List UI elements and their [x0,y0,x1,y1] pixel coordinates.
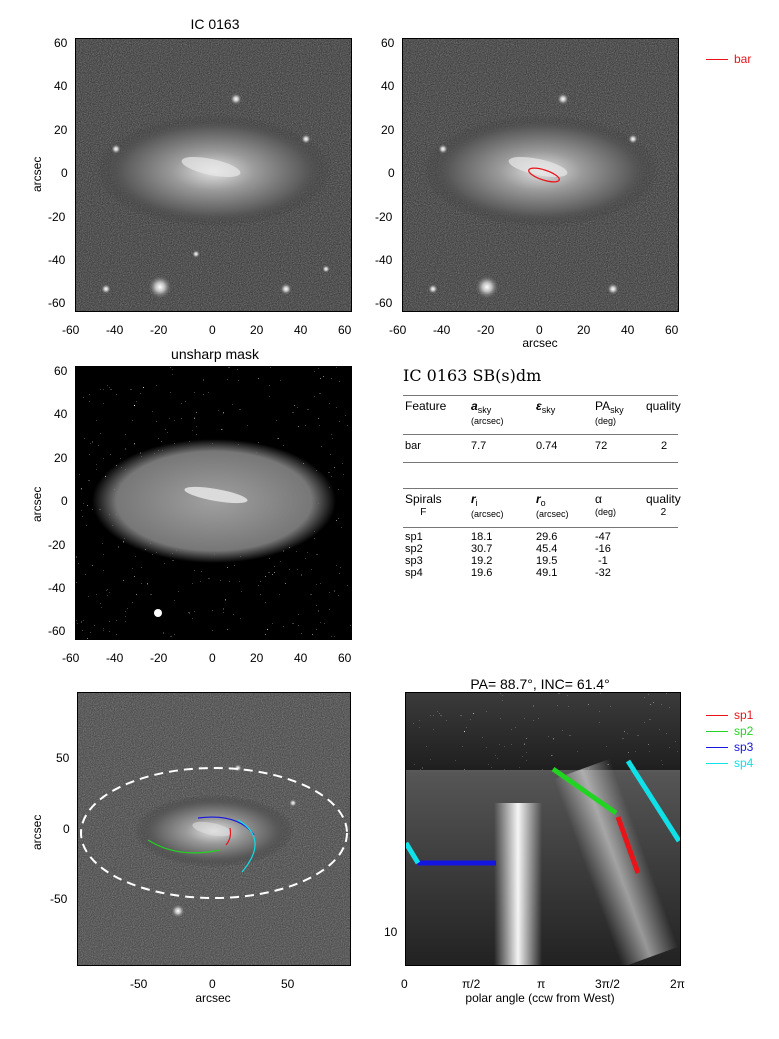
panel1-xticks: -60 -40 -20 0 20 40 60 [62,323,352,337]
bar-fit-panel [402,38,679,312]
sp1-arm [225,827,232,846]
sp2-arm [147,839,221,854]
spiral-table-header: Spirals F ri (arcsec) ro (arcsec) α (deg) qu… [405,492,681,520]
sp2-trace [551,766,618,816]
panel1-yticks: 60 40 20 0 -20 -40 -60 [48,36,68,310]
panel3-ylabel: arcsec [30,486,44,522]
sp1-trace [615,816,641,874]
panel5-yticks: 50 0 -50 [50,751,70,906]
bar-ellipse [528,167,560,183]
spiral-overlay-panel [77,692,351,966]
panel3-xticks: -60 -40 -20 0 20 40 60 [62,651,352,665]
panel6-title: PA= 88.7°, INC= 61.4° [470,676,610,692]
disk-ellipse [80,767,348,899]
bar-table-header: Feature asky (arcsec) εsky PAsky (deg) qua… [405,399,681,427]
panel2-yticks: 60 40 20 0 -20 -40 -60 [375,36,395,310]
panel2-xticks: -60 -40 -20 0 20 40 60 [389,323,679,337]
panel5-xlabel: arcsec [195,991,231,1005]
bar-table-row: bar 7.7 0.74 72 2 [405,440,668,452]
panel6-xlabel: polar angle (ccw from West) [465,991,615,1005]
panel3-title: unsharp mask [171,346,259,362]
polar-projection-panel [405,692,681,966]
galaxy-image-panel [75,38,352,312]
sp4-trace-right [625,759,680,843]
polar-legend: sp1 sp2 sp3 sp4 [706,708,753,772]
sp4-arm [237,819,256,873]
panel1-title: IC 0163 [190,16,240,32]
spiral-table-rows: sp1 18.1 29.6 -47 sp2 30.7 45.4 -16 sp3 19.2 19.… [405,531,611,579]
unsharp-mask-panel [75,366,352,640]
panel3-yticks: 60 40 20 0 -20 -40 -60 [48,364,68,638]
panel6-yticks: 10 [384,925,398,939]
panel6-xticks: 0 π/2 π 3π/2 2π [401,977,685,991]
panel2-xlabel: arcsec [522,336,558,350]
panel1-ylabel: arcsec [30,156,44,192]
galaxy-type-title: IC 0163 SB(s)dm [403,366,542,385]
panel5-xticks: -50 0 50 [130,977,295,991]
panel5-ylabel: arcsec [30,814,44,850]
bar-legend: bar [706,52,751,66]
sp4-trace-left [406,841,421,865]
